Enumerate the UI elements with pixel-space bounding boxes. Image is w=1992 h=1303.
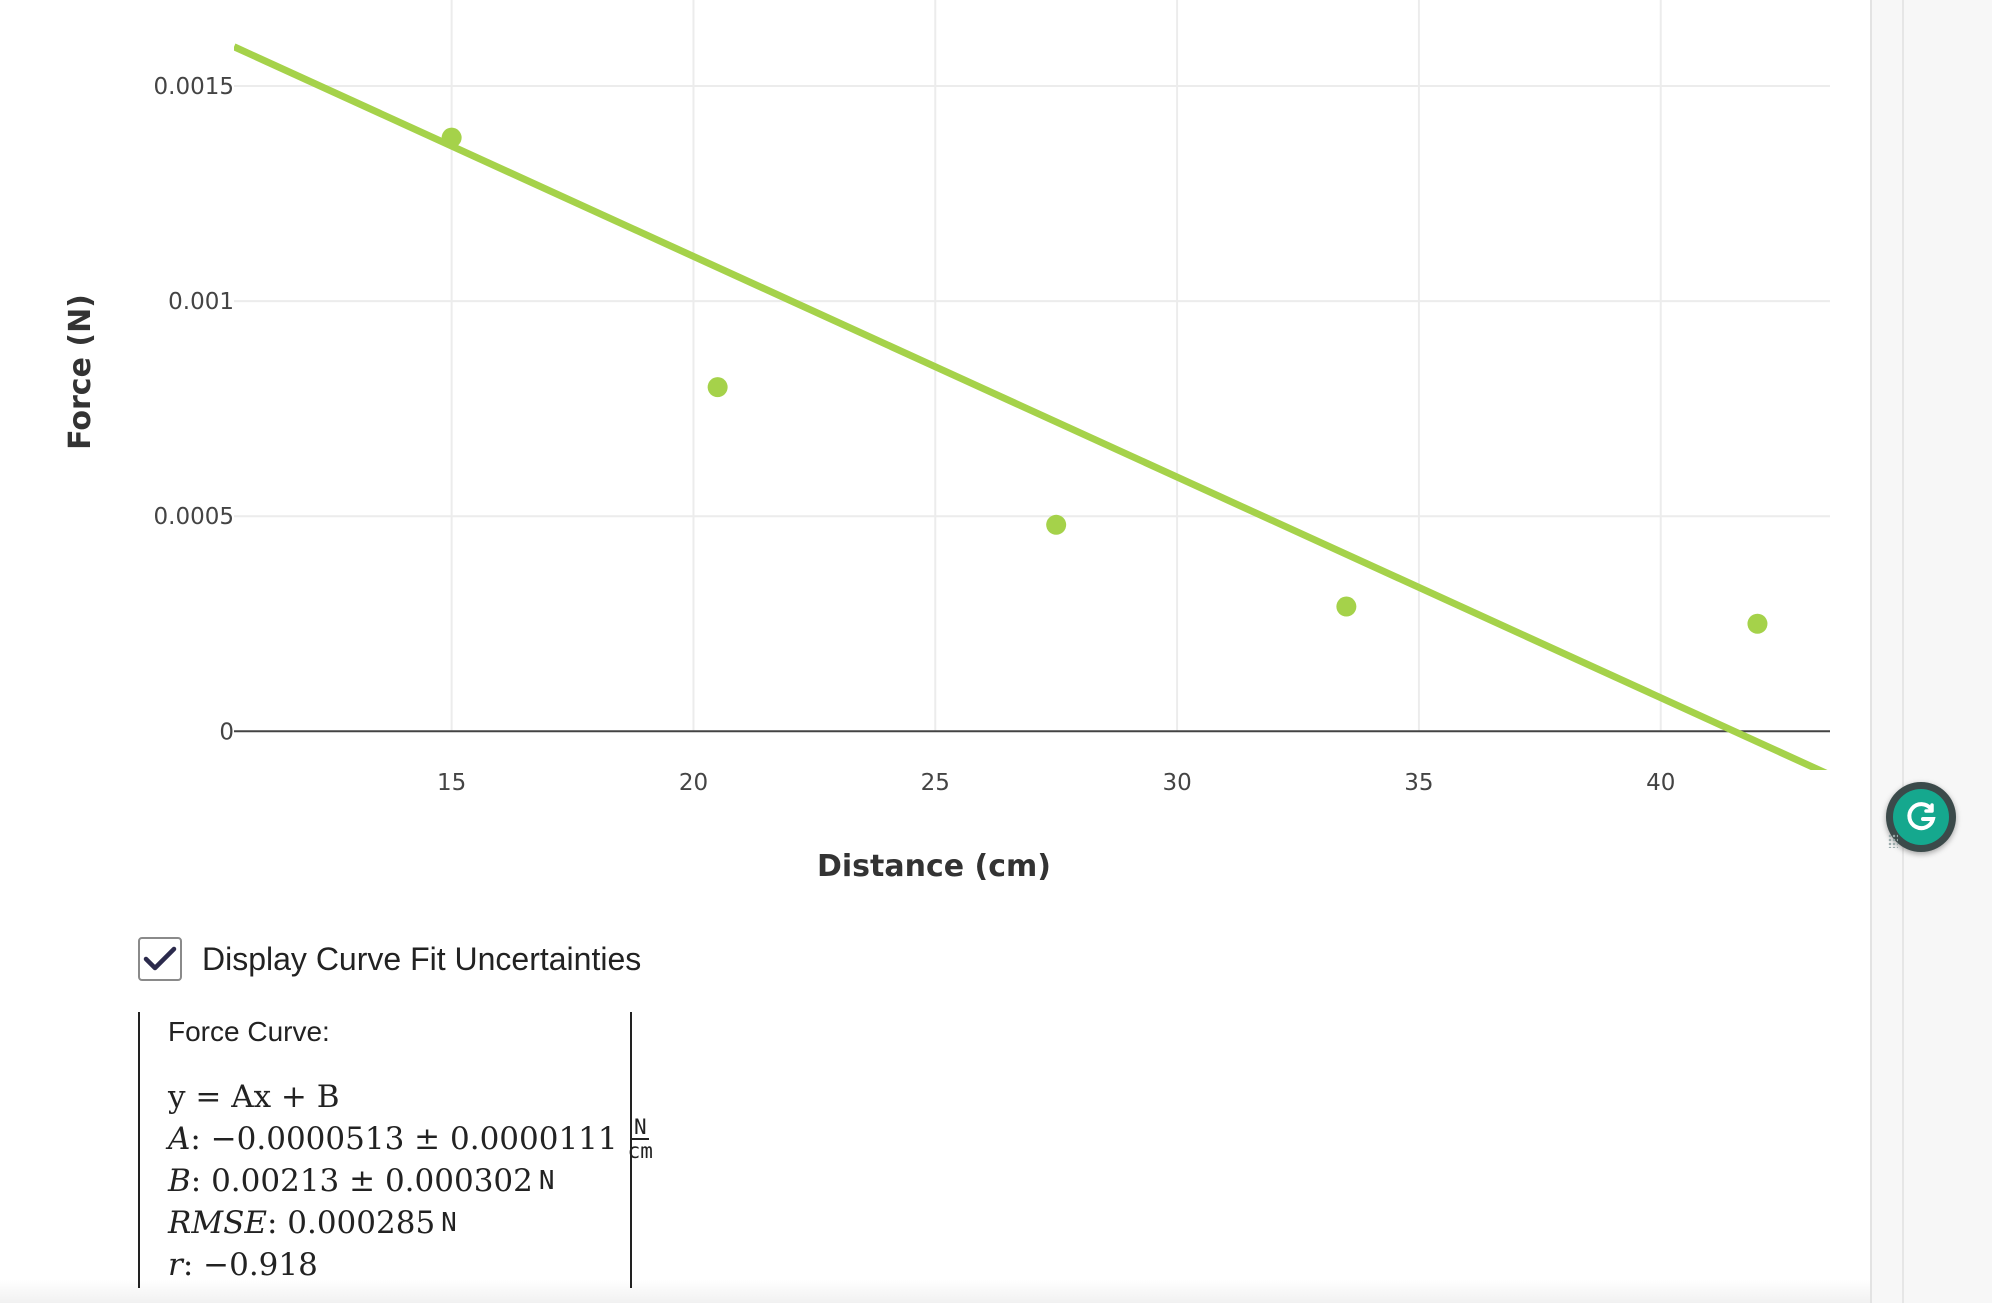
y-tick-label: 0.001 (168, 289, 234, 315)
x-tick-label: 20 (679, 770, 708, 796)
fit-correlation: r : −0.918 (168, 1244, 653, 1286)
uncertainty-label[interactable]: Display Curve Fit Uncertainties (202, 940, 642, 977)
r-label: r (168, 1247, 183, 1283)
bottom-edge-shade (0, 1280, 1870, 1303)
equation-text: y = Ax + B (168, 1079, 340, 1115)
checkmark-icon (143, 946, 177, 971)
y-tick-label: 0 (219, 719, 234, 745)
uncertainty-option[interactable]: Display Curve Fit Uncertainties (138, 934, 641, 984)
param-a-value: : −0.0000513 ± 0.0000111 (190, 1121, 618, 1157)
uncertainty-checkbox[interactable] (138, 937, 182, 981)
param-a-unit: N cm (627, 1115, 653, 1163)
force-distance-chart: 15 20 25 30 35 40 0 0.0005 0.001 0.0015 Distance … (63, 0, 1830, 884)
unit-numerator: N (631, 1115, 649, 1140)
fit-param-a: A : −0.0000513 ± 0.0000111 N cm (168, 1115, 653, 1163)
fit-equation: y = Ax + B (168, 1076, 653, 1118)
fit-line (234, 43, 1828, 770)
x-tick-label: 30 (1162, 770, 1191, 796)
rmse-label: RMSE (168, 1205, 267, 1241)
data-points (441, 127, 1768, 634)
rmse-unit: N (441, 1208, 457, 1238)
fit-rmse: RMSE : 0.000285 N (168, 1202, 653, 1244)
drag-handle-icon[interactable] (1888, 834, 1898, 848)
tick-labels: 15 20 25 30 35 40 0 0.0005 0.001 0.0015 (154, 74, 1676, 796)
param-b-unit: N (538, 1166, 555, 1196)
y-tick-label: 0.0005 (154, 504, 234, 530)
unit-denominator: cm (627, 1139, 653, 1163)
fit-title: Force Curve: (168, 1016, 330, 1047)
x-axis-title: Distance (cm) (817, 849, 1051, 884)
param-b-label: B (168, 1163, 191, 1199)
data-point (707, 377, 728, 398)
data-point (1046, 514, 1067, 535)
y-axis-title: Force (N) (63, 294, 98, 450)
fit-results-box: Force Curve: y = Ax + B A : −0.0000513 ±… (138, 1012, 653, 1288)
x-tick-label: 15 (437, 770, 466, 796)
x-tick-label: 40 (1646, 770, 1675, 796)
data-point (1747, 613, 1768, 634)
x-tick-label: 25 (921, 770, 950, 796)
grid-lines (234, 0, 1830, 732)
fit-line-layer (234, 43, 1828, 770)
x-tick-label: 35 (1404, 770, 1433, 796)
panel-divider (1902, 0, 1904, 1303)
rmse-value: : 0.000285 (266, 1205, 436, 1241)
grammarly-button[interactable] (1886, 782, 1956, 852)
y-tick-label: 0.0015 (154, 74, 234, 100)
data-point (1336, 596, 1357, 617)
data-point (441, 127, 462, 148)
fit-equations: y = Ax + B A : −0.0000513 ± 0.0000111 N … (168, 1076, 653, 1286)
right-side-panel (1870, 0, 1992, 1303)
param-b-value: : 0.00213 ± 0.000302 (190, 1163, 533, 1199)
grammarly-icon (1893, 789, 1949, 845)
param-a-label: A (168, 1121, 191, 1157)
fit-param-b: B : 0.00213 ± 0.000302 N (168, 1160, 653, 1202)
r-value: : −0.918 (182, 1247, 318, 1283)
